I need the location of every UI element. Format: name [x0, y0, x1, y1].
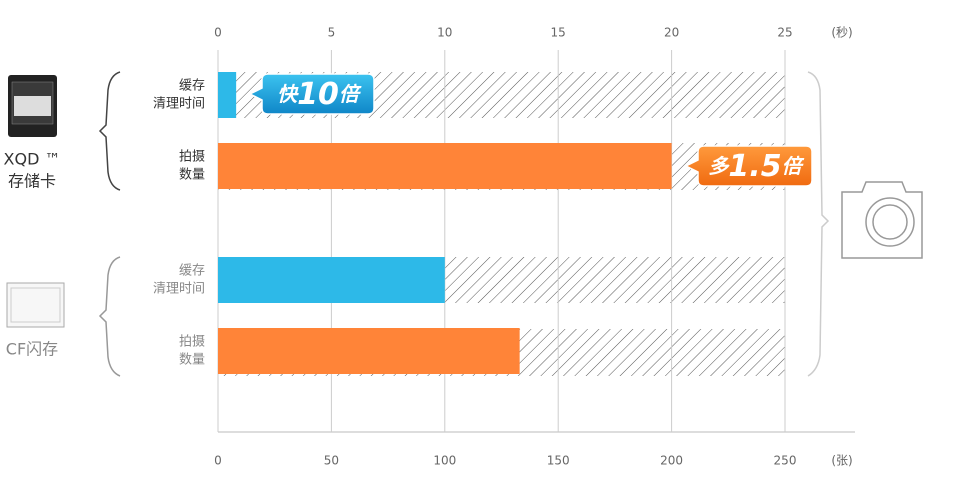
bracket	[807, 71, 830, 377]
bar-label: 清理时间	[153, 97, 205, 112]
category-label: XQD ™	[4, 150, 61, 169]
x-tick-label: 200	[660, 454, 683, 468]
callout-part: 倍	[339, 82, 362, 106]
callout-box	[248, 73, 375, 115]
callout-box	[684, 145, 813, 187]
xqd-card-icon	[8, 75, 57, 137]
x2-tick-label: 10	[437, 26, 452, 40]
x-tick-label: 50	[324, 454, 339, 468]
bar	[218, 72, 237, 118]
callout-text: 快10倍	[277, 77, 362, 112]
bracket	[98, 256, 121, 377]
callout-part: 快	[277, 82, 299, 106]
bar-label: 缓存	[179, 79, 205, 94]
bar	[218, 143, 672, 189]
callout-part: 10	[297, 77, 339, 112]
bar-label: 拍摄	[179, 150, 205, 165]
bar	[218, 328, 520, 374]
callout-part: 多	[708, 154, 730, 178]
x2-tick-label: 0	[214, 26, 222, 40]
x2-tick-label: 25	[777, 26, 792, 40]
bar-label: 拍摄	[179, 335, 205, 350]
category-label: CF闪存	[6, 340, 58, 359]
category-label: 存储卡	[8, 172, 56, 191]
callout-part: 1.5	[728, 149, 781, 184]
x-unit: (张)	[831, 454, 852, 468]
callout-part: 倍	[782, 154, 805, 178]
x2-tick-label: 20	[664, 26, 679, 40]
bar-label: 缓存	[179, 264, 205, 279]
bar-label: 数量	[179, 168, 205, 183]
x2-tick-label: 15	[551, 26, 566, 40]
x-tick-label: 150	[547, 454, 570, 468]
bar-label: 数量	[179, 353, 205, 368]
x-tick-label: 250	[774, 454, 797, 468]
camera-icon	[841, 181, 923, 259]
x2-unit: (秒)	[831, 26, 852, 40]
x-tick-label: 0	[214, 454, 222, 468]
bar-label: 清理时间	[153, 282, 205, 297]
x2-tick-label: 5	[328, 26, 336, 40]
cf-card-icon	[6, 282, 65, 328]
callout-text: 多1.5倍	[708, 149, 804, 184]
bar	[218, 257, 445, 303]
bracket	[98, 71, 121, 191]
x-tick-label: 100	[433, 454, 456, 468]
